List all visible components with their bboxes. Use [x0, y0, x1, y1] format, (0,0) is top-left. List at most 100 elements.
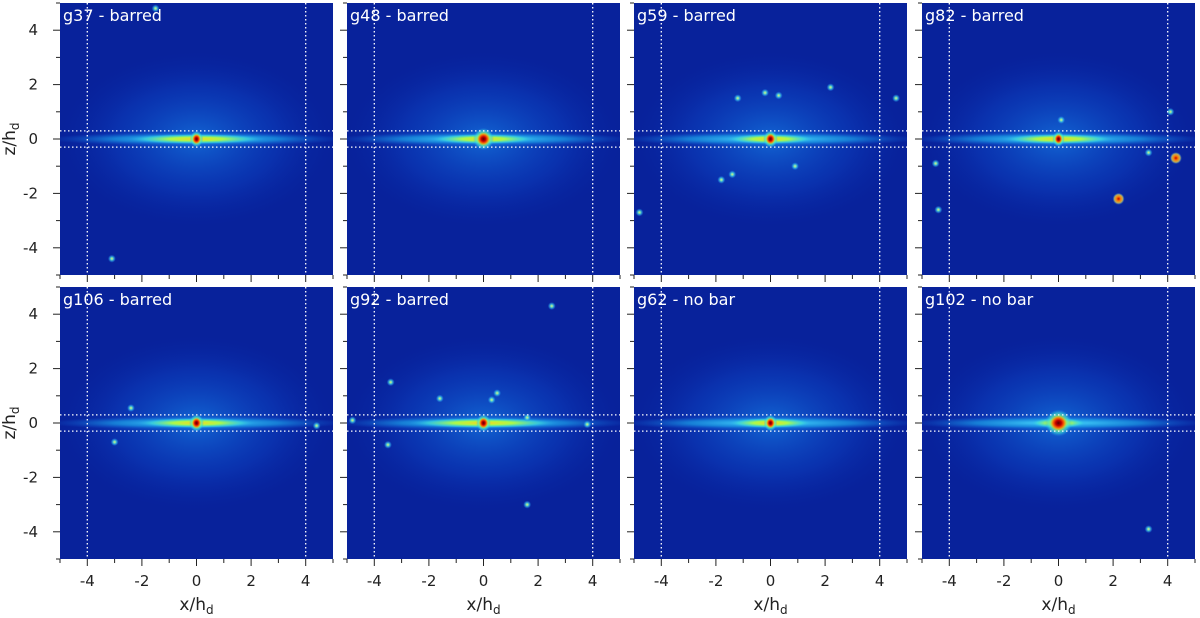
panel-title: g48 - barred — [350, 6, 449, 25]
panel-ticks — [627, 2, 908, 282]
core-emission — [191, 417, 202, 429]
substructure-clump — [635, 208, 644, 217]
panel-title: g37 - barred — [63, 6, 162, 25]
x-tick-label: -4 — [80, 572, 95, 590]
substructure-clump — [1112, 192, 1125, 205]
y-tick-label: -4 — [23, 239, 38, 257]
x-tick-label: 2 — [820, 572, 830, 590]
x-tick-label: 4 — [301, 572, 311, 590]
core-emission — [765, 133, 776, 145]
x-tick-label: -2 — [421, 572, 436, 590]
panel-title: g106 - barred — [63, 290, 172, 309]
panel-7: g62 - no bar — [634, 287, 907, 559]
y-tick-label: 0 — [28, 130, 38, 148]
substructure-clump — [774, 91, 783, 100]
core-emission — [478, 417, 489, 429]
panel-title: g92 - barred — [350, 290, 449, 309]
substructure-clump — [733, 94, 742, 103]
y-tick-label: -2 — [23, 468, 38, 486]
substructure-clump — [934, 205, 943, 214]
substructure-clump — [312, 421, 321, 430]
panel-title: g59 - barred — [637, 6, 736, 25]
substructure-clump — [493, 389, 502, 398]
x-tick-label: 0 — [1054, 572, 1064, 590]
x-tick-label: -2 — [996, 572, 1011, 590]
y-tick-label: -2 — [23, 184, 38, 202]
substructure-clump — [1169, 152, 1182, 165]
x-tick-label: 0 — [192, 572, 202, 590]
y-tick-label: 4 — [28, 305, 38, 323]
substructure-clump — [547, 302, 556, 311]
substructure-clump — [107, 254, 116, 263]
y-tick-label: -4 — [23, 523, 38, 541]
panel-6: g92 - barred — [347, 287, 620, 559]
x-tick-label: -4 — [654, 572, 669, 590]
x-tick-label: 4 — [1163, 572, 1173, 590]
panel-5: g106 - barred — [60, 287, 333, 559]
substructure-clump — [435, 394, 444, 403]
y-axis-title: z/hd — [0, 122, 22, 155]
panel-ticks — [53, 286, 334, 566]
y-tick-label: 0 — [28, 414, 38, 432]
panel-title: g102 - no bar — [925, 290, 1034, 309]
x-tick-label: -2 — [708, 572, 723, 590]
core-emission — [1054, 134, 1063, 144]
panel-ticks — [340, 286, 621, 566]
substructure-clump — [386, 378, 395, 387]
x-tick-label: 2 — [1108, 572, 1118, 590]
substructure-clump — [583, 420, 592, 429]
y-tick-label: 4 — [28, 21, 38, 39]
x-tick-label: 4 — [588, 572, 598, 590]
y-axis-title: z/hd — [0, 406, 22, 439]
panel-ticks — [53, 2, 334, 282]
substructure-clump — [1144, 148, 1153, 157]
substructure-clump — [728, 170, 737, 179]
panel-8: g102 - no bar — [922, 287, 1195, 559]
substructure-clump — [126, 404, 135, 413]
substructure-clump — [761, 88, 770, 97]
substructure-clump — [717, 175, 726, 184]
panel-title: g82 - barred — [925, 6, 1024, 25]
substructure-clump — [892, 94, 901, 103]
substructure-clump — [523, 500, 532, 509]
core-emission — [1050, 415, 1067, 431]
x-tick-label: 0 — [766, 572, 776, 590]
core-emission — [192, 133, 201, 145]
substructure-clump — [110, 438, 119, 447]
substructure-clump — [523, 413, 532, 422]
panel-ticks — [915, 286, 1196, 566]
x-tick-label: -4 — [942, 572, 957, 590]
substructure-clump — [383, 440, 392, 449]
substructure-clump — [151, 4, 160, 13]
panel-ticks — [340, 2, 621, 282]
panel-title: g62 - no bar — [637, 290, 735, 309]
x-tick-label: -4 — [367, 572, 382, 590]
x-axis-title: x/hd — [1041, 595, 1075, 617]
panel-ticks — [627, 286, 908, 566]
core-emission — [477, 132, 490, 146]
substructure-clump — [487, 395, 496, 404]
substructure-clump — [931, 159, 940, 168]
substructure-clump — [348, 416, 357, 425]
panel-3: g59 - barred — [634, 3, 907, 275]
panel-1: g37 - barred — [60, 3, 333, 275]
panel-2: g48 - barred — [347, 3, 620, 275]
y-tick-label: 2 — [28, 360, 38, 378]
x-tick-label: 2 — [533, 572, 543, 590]
x-tick-label: 0 — [479, 572, 489, 590]
core-emission — [766, 417, 775, 429]
panel-grid: g37 - barred g48 - barred g59 - barred g82 … — [60, 3, 1195, 559]
substructure-clump — [1166, 107, 1175, 116]
x-axis-title: x/hd — [179, 595, 213, 617]
panel-4: g82 - barred — [922, 3, 1195, 275]
substructure-clump — [1057, 115, 1066, 124]
x-axis-title: x/hd — [753, 595, 787, 617]
substructure-clump — [826, 83, 835, 92]
substructure-clump — [791, 162, 800, 171]
x-tick-label: 4 — [875, 572, 885, 590]
substructure-clump — [1144, 525, 1153, 534]
x-tick-label: 2 — [246, 572, 256, 590]
panel-ticks — [915, 2, 1196, 282]
